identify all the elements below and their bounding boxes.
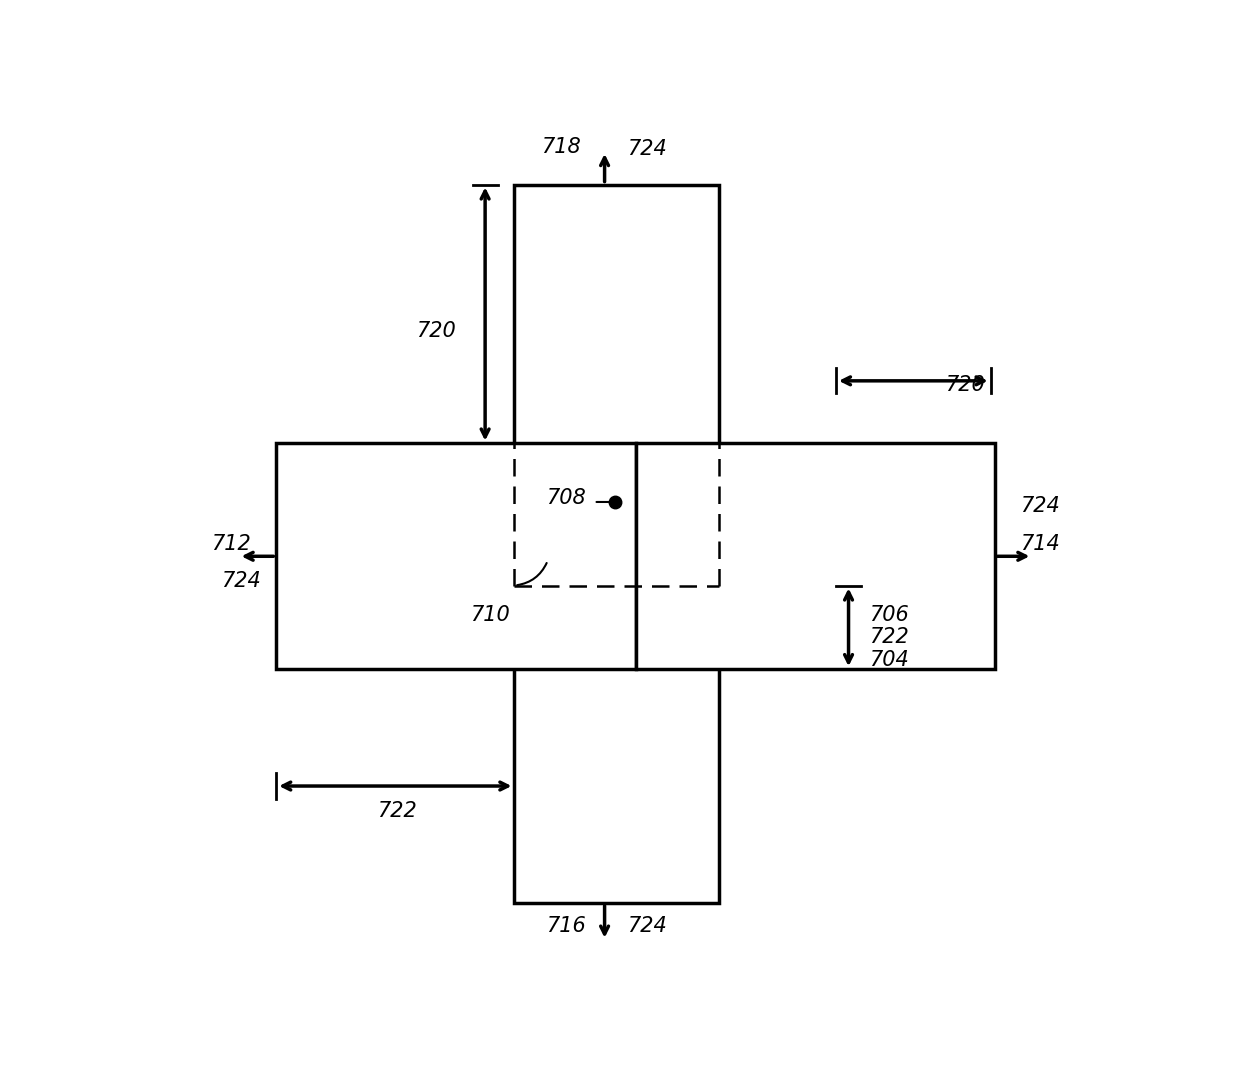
Bar (277, 444, 635, 669)
Text: 722: 722 (869, 627, 909, 648)
Text: 714: 714 (1019, 534, 1059, 553)
Text: 710: 710 (470, 604, 510, 625)
Text: 720: 720 (945, 375, 985, 395)
Text: 722: 722 (377, 801, 418, 821)
Bar (515, 586, 719, 903)
Text: 716: 716 (546, 916, 585, 935)
Text: 704: 704 (869, 650, 909, 669)
Text: 724: 724 (627, 139, 667, 158)
Text: 712: 712 (212, 534, 252, 553)
Bar (515, 184, 719, 502)
Text: 706: 706 (869, 604, 909, 625)
Text: 724: 724 (627, 916, 667, 935)
Text: 718: 718 (542, 137, 582, 157)
Text: 724: 724 (1019, 496, 1059, 516)
Text: 708: 708 (546, 488, 585, 508)
Text: 724: 724 (222, 572, 262, 591)
Bar (635, 444, 994, 669)
Text: 720: 720 (417, 321, 456, 341)
